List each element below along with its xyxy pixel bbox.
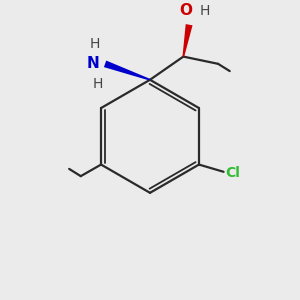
Text: O: O <box>180 3 193 18</box>
Text: H: H <box>90 37 100 51</box>
Text: H: H <box>93 77 103 92</box>
Polygon shape <box>104 61 150 81</box>
Text: Cl: Cl <box>225 166 240 180</box>
Text: N: N <box>87 56 100 71</box>
Text: H: H <box>200 4 210 18</box>
Polygon shape <box>182 24 193 57</box>
